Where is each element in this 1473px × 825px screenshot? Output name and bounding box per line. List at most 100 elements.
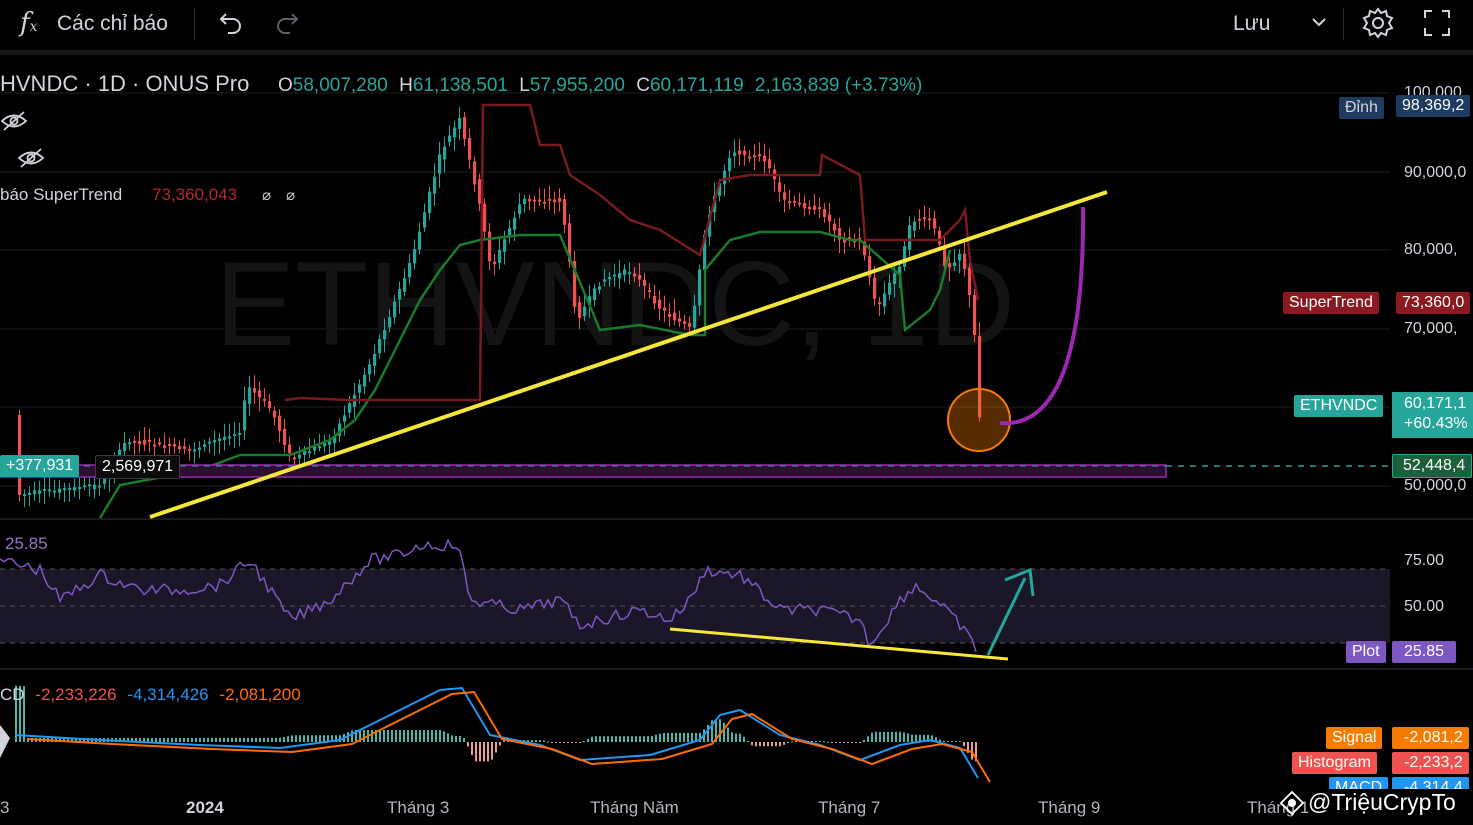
candle-body <box>693 305 697 328</box>
macd-histogram-bar <box>391 730 393 742</box>
macd-legend: CD -2,233,226 -4,314,426 -2,081,200 <box>0 685 301 705</box>
candle-body <box>318 446 322 449</box>
macd-label[interactable]: CD <box>0 685 25 704</box>
candle-body <box>973 295 977 335</box>
chart-canvas[interactable]: ETHVNDC, 1D <box>0 55 1473 825</box>
macd-histogram-bar <box>143 737 145 742</box>
macd-histogram-bar <box>331 735 333 742</box>
candle-body <box>768 159 772 169</box>
macd-histogram-bar <box>679 732 681 742</box>
candle-body <box>853 240 857 243</box>
candle-body <box>398 289 402 300</box>
macd-histogram-bar <box>851 742 853 743</box>
candle-body <box>423 212 427 228</box>
macd-histogram-bar <box>467 742 469 747</box>
eye-hidden-icon[interactable] <box>0 110 28 132</box>
macd-histogram-bar <box>883 731 885 742</box>
candle-body <box>683 321 687 324</box>
macd-histogram-bar <box>615 736 617 742</box>
macd-histogram-bar <box>15 685 17 742</box>
candle-body <box>313 446 317 451</box>
candle-body <box>743 150 747 156</box>
macd-histogram-bar <box>171 737 173 742</box>
macd-histogram-bar <box>327 735 329 742</box>
macd-histogram-bar <box>971 742 973 760</box>
redo-icon[interactable] <box>274 11 302 35</box>
source-icon[interactable]: ⌀ <box>262 187 272 204</box>
source-icon[interactable]: ⌀ <box>286 187 296 204</box>
diff-green-tag: +377,931 <box>0 455 80 477</box>
macd-histogram-bar <box>751 742 753 746</box>
macd-histogram-bar <box>651 735 653 742</box>
macd-histogram-bar <box>667 732 669 742</box>
function-fx-icon[interactable]: fx <box>20 8 38 38</box>
save-button[interactable]: Lưu <box>1233 12 1271 35</box>
candle-body <box>383 330 387 340</box>
candle-body <box>968 267 972 296</box>
macd-histogram-bar <box>183 737 185 742</box>
candle-body <box>798 202 802 205</box>
candle-body <box>728 157 732 171</box>
candle-body <box>18 414 22 496</box>
supertrend-support-line <box>98 230 952 519</box>
macd-histogram-bar <box>75 738 77 742</box>
low-prefix: L <box>519 75 530 96</box>
supertrend-legend-value: 73,360,043 <box>152 185 238 204</box>
macd-histogram-bar <box>675 732 677 742</box>
macd-histogram-bar <box>671 732 673 742</box>
macd-histogram-bar <box>239 737 241 742</box>
candle-body <box>268 401 272 409</box>
macd-histogram-bar <box>755 742 757 747</box>
candle-body <box>88 484 92 487</box>
symbol-legend[interactable]: HVNDC · 1D · ONUS Pro <box>0 71 250 96</box>
time-axis-label: Tháng 9 <box>1038 798 1101 817</box>
candle-body <box>123 442 127 451</box>
macd-histogram-bar <box>943 741 945 743</box>
candle-body <box>623 269 627 276</box>
macd-histogram-bar <box>543 740 545 742</box>
fullscreen-icon[interactable] <box>1423 9 1451 37</box>
high-value: 61,138,501 <box>412 75 508 96</box>
supertrend-legend-label[interactable]: báo SuperTrend <box>0 185 123 204</box>
macd-histogram-bar <box>323 735 325 742</box>
ohlc-legend: O58,007,280 H61,138,501 L57,955,200 C60,… <box>278 75 922 97</box>
macd-histogram-bar <box>291 735 293 742</box>
indicators-button[interactable]: Các chỉ báo <box>57 12 168 35</box>
macd-histogram-bar <box>419 730 421 742</box>
candle-body <box>343 415 347 422</box>
time-axis-label: 2024 <box>186 798 224 817</box>
gear-icon[interactable] <box>1361 6 1395 40</box>
tiktok-logo-icon <box>1279 790 1305 816</box>
macd-histogram-bar <box>427 730 429 742</box>
eye-hidden-icon[interactable] <box>17 147 45 169</box>
macd-value-2: -4,314,426 <box>127 685 209 704</box>
macd-histogram-bar <box>859 742 861 743</box>
candle-body <box>393 301 397 318</box>
candle-body <box>668 314 672 317</box>
macd-histogram-bar <box>843 742 845 743</box>
candle-body <box>963 253 967 269</box>
candle-body <box>738 150 742 155</box>
candle-body <box>338 423 342 436</box>
candle-body <box>803 202 807 209</box>
high-prefix: H <box>399 75 413 96</box>
candle-body <box>653 295 657 304</box>
macd-histogram-bar <box>791 741 793 743</box>
macd-histogram-bar <box>631 736 633 742</box>
macd-histogram-bar <box>955 741 957 743</box>
macd-histogram-bar <box>491 742 493 760</box>
candle-body <box>563 199 567 225</box>
candle-body <box>208 441 212 444</box>
macd-histogram-bar <box>395 730 397 742</box>
undo-icon[interactable] <box>216 11 244 35</box>
candle-body <box>373 353 377 366</box>
macd-histogram-bar <box>895 731 897 742</box>
supertrend-resistance-line <box>284 103 980 402</box>
macd-histogram-bar <box>79 738 81 742</box>
candle-body <box>428 191 432 214</box>
candle-body <box>883 293 887 307</box>
macd-histogram-bar <box>907 733 909 742</box>
chevron-down-icon[interactable] <box>1311 16 1327 28</box>
macd-histogram-bar <box>551 742 553 743</box>
macd-histogram-bar <box>935 737 937 742</box>
